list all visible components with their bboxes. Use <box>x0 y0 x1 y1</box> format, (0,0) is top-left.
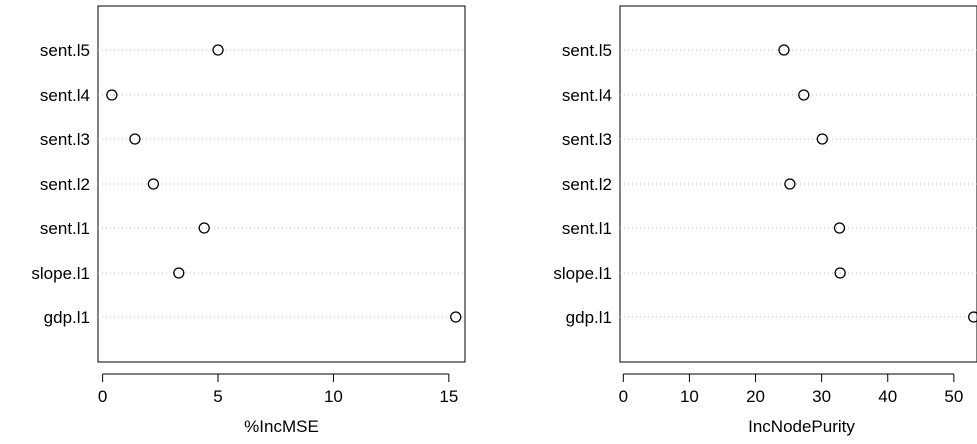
data-point <box>834 267 846 279</box>
panel-2: sent.l5 sent.l4 sent.l3 sent.l2 sent.l1 slope… <box>553 5 977 436</box>
category-label: sent.l5 <box>40 41 90 60</box>
data-point <box>778 44 790 56</box>
x-tick-label: 10 <box>324 387 343 406</box>
data-point <box>129 133 141 145</box>
x-tick-label: 0 <box>619 387 628 406</box>
data-point <box>968 311 977 323</box>
category-label: sent.l2 <box>562 175 612 194</box>
x-tick-label: 50 <box>944 387 963 406</box>
x-tick-label: 5 <box>213 387 222 406</box>
panel-1: sent.l5 sent.l4 sent.l3 sent.l2 sent.l1 slope… <box>31 5 466 436</box>
category-label: sent.l5 <box>562 41 612 60</box>
category-label: sent.l4 <box>562 86 612 105</box>
x-tick-label: 0 <box>98 387 107 406</box>
data-point <box>212 44 224 56</box>
x-tick-label: 10 <box>680 387 699 406</box>
data-point <box>106 89 118 101</box>
category-label: slope.l1 <box>31 264 90 283</box>
x-axis-title: IncNodePurity <box>748 417 855 436</box>
data-point <box>173 267 185 279</box>
category-label: sent.l1 <box>562 219 612 238</box>
category-label: sent.l1 <box>40 219 90 238</box>
category-label: gdp.l1 <box>44 308 90 327</box>
plot-frame <box>619 5 977 363</box>
x-tick-label: 20 <box>746 387 765 406</box>
category-label: sent.l4 <box>40 86 90 105</box>
data-point <box>784 178 796 190</box>
data-point <box>816 133 828 145</box>
plot-frame <box>97 5 466 363</box>
data-point <box>450 311 462 323</box>
data-point <box>833 222 846 234</box>
x-tick-label: 15 <box>439 387 458 406</box>
category-label: sent.l2 <box>40 175 90 194</box>
category-label: sent.l3 <box>40 130 90 149</box>
x-axis-title: %IncMSE <box>244 417 319 436</box>
data-point <box>198 222 210 234</box>
category-label: slope.l1 <box>553 264 612 283</box>
x-tick-label: 40 <box>878 387 897 406</box>
category-label: gdp.l1 <box>566 308 612 327</box>
data-point <box>147 178 160 190</box>
x-tick-label: 30 <box>812 387 831 406</box>
category-label: sent.l3 <box>562 130 612 149</box>
data-point <box>798 89 810 101</box>
